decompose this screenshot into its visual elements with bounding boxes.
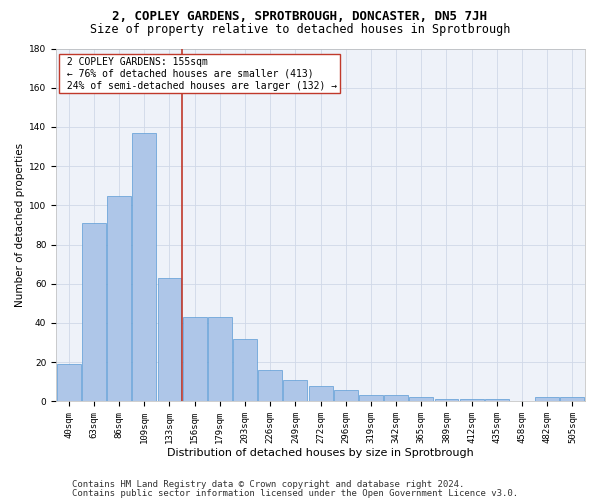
Bar [560, 398, 584, 402]
Y-axis label: Number of detached properties: Number of detached properties [15, 143, 25, 307]
Bar [359, 396, 383, 402]
Bar [107, 196, 131, 402]
Bar [82, 223, 106, 402]
Bar [308, 386, 332, 402]
Bar [158, 278, 181, 402]
Bar [208, 317, 232, 402]
Bar [460, 400, 484, 402]
Bar [485, 400, 509, 402]
Text: Size of property relative to detached houses in Sprotbrough: Size of property relative to detached ho… [90, 22, 510, 36]
Text: 2 COPLEY GARDENS: 155sqm
 ← 76% of detached houses are smaller (413)
 24% of sem: 2 COPLEY GARDENS: 155sqm ← 76% of detach… [61, 58, 338, 90]
Text: 2, COPLEY GARDENS, SPROTBROUGH, DONCASTER, DN5 7JH: 2, COPLEY GARDENS, SPROTBROUGH, DONCASTE… [113, 10, 487, 23]
Bar [233, 338, 257, 402]
Text: Contains public sector information licensed under the Open Government Licence v3: Contains public sector information licen… [72, 488, 518, 498]
X-axis label: Distribution of detached houses by size in Sprotbrough: Distribution of detached houses by size … [167, 448, 474, 458]
Bar [535, 398, 559, 402]
Text: Contains HM Land Registry data © Crown copyright and database right 2024.: Contains HM Land Registry data © Crown c… [72, 480, 464, 489]
Bar [283, 380, 307, 402]
Bar [57, 364, 80, 402]
Bar [334, 390, 358, 402]
Bar [434, 400, 458, 402]
Bar [258, 370, 282, 402]
Bar [133, 133, 156, 402]
Bar [409, 398, 433, 402]
Bar [182, 317, 206, 402]
Bar [384, 396, 408, 402]
